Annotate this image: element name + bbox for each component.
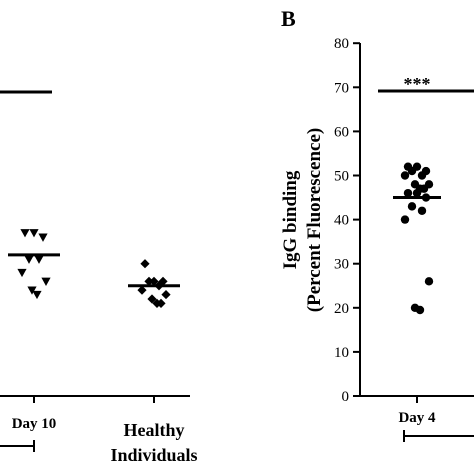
panel-b-significance-label: ***	[404, 74, 431, 94]
data-point	[161, 289, 171, 300]
data-point	[137, 285, 147, 295]
panel-a-data-points	[17, 229, 171, 308]
y-tick-label: 30	[334, 257, 349, 273]
data-point	[407, 202, 417, 211]
data-point	[29, 229, 39, 238]
y-tick-label: 60	[334, 124, 349, 140]
y-tick-label: 10	[334, 345, 349, 361]
x-label-healthy: Healthy	[124, 420, 185, 440]
y-axis-label-line-2: (Percent Fluorescence)	[304, 128, 325, 312]
data-point	[412, 188, 422, 198]
data-point	[20, 229, 30, 238]
data-point	[417, 171, 427, 180]
y-tick-label: 50	[334, 169, 349, 185]
data-point	[147, 294, 157, 304]
data-point	[417, 206, 427, 215]
data-point	[27, 286, 37, 295]
data-point	[400, 171, 410, 180]
data-point	[415, 305, 425, 315]
data-point	[407, 166, 417, 176]
data-point	[41, 277, 51, 286]
data-point	[158, 276, 168, 286]
data-point	[156, 298, 166, 308]
panel-b: B IgG binding (Percent Fluorescence) 0 10…	[280, 6, 474, 442]
y-tick-label: 0	[342, 389, 350, 405]
data-point	[38, 233, 48, 242]
y-tick-label: 70	[334, 80, 349, 96]
y-tick-label: 80	[334, 36, 349, 52]
panel-a: Day 10 Healthy Individuals	[0, 90, 198, 465]
x-label-day-10: Day 10	[12, 416, 57, 432]
data-point	[419, 184, 429, 193]
data-point	[32, 290, 42, 300]
y-tick-label: 40	[334, 213, 349, 229]
data-point	[403, 188, 413, 198]
panel-b-letter: B	[281, 6, 296, 31]
data-point	[24, 255, 34, 264]
panel-b-data-points	[400, 162, 434, 315]
x-label-day-4: Day 4	[398, 410, 436, 426]
data-point	[424, 277, 434, 286]
data-point	[17, 268, 27, 278]
data-point	[144, 276, 154, 286]
panel-b-y-ticks: 0 10 20 30 40 50 60 70 80	[334, 36, 360, 405]
data-point	[149, 276, 159, 286]
x-label-individuals: Individuals	[110, 445, 197, 465]
panel-a-medians	[8, 253, 180, 288]
data-point	[34, 255, 44, 264]
data-point	[140, 259, 150, 269]
y-tick-label: 20	[334, 301, 349, 317]
data-point	[400, 215, 410, 224]
y-axis-label-line-1: IgG binding	[280, 170, 301, 269]
